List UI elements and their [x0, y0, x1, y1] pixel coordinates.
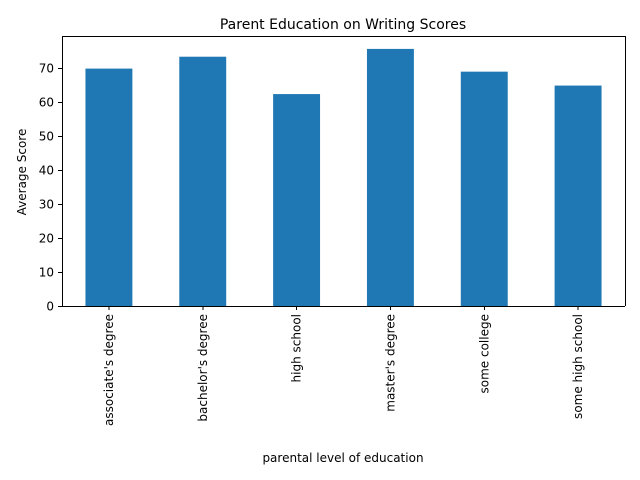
bar — [460, 71, 508, 306]
bar — [179, 56, 227, 306]
y-tick-label: 50 — [39, 130, 54, 144]
x-tick-label: master's degree — [383, 314, 397, 412]
x-axis-title: parental level of education — [262, 451, 423, 465]
y-axis-title: Average Score — [15, 129, 29, 216]
y-tick-label: 20 — [39, 232, 54, 246]
x-axis: associate's degree bachelor's degree high … — [102, 306, 585, 426]
bar — [85, 68, 133, 306]
bar — [554, 85, 602, 306]
bar — [366, 48, 414, 306]
y-axis: 0 10 20 30 40 50 60 70 — [39, 36, 626, 314]
x-tick-label: some college — [477, 314, 491, 393]
y-tick-label: 30 — [39, 198, 54, 212]
y-tick-label: 70 — [39, 62, 54, 76]
x-tick-label: some high school — [571, 314, 585, 419]
y-tick-label: 40 — [39, 164, 54, 178]
y-tick-label: 10 — [39, 266, 54, 280]
x-tick-label: bachelor's degree — [196, 314, 210, 422]
bar — [273, 94, 321, 306]
y-tick-label: 60 — [39, 96, 54, 110]
bars-layer — [85, 48, 602, 306]
x-tick-label: high school — [290, 314, 304, 382]
chart-title: Parent Education on Writing Scores — [220, 17, 466, 33]
y-tick-label: 0 — [46, 300, 54, 314]
x-tick-label: associate's degree — [102, 314, 116, 426]
